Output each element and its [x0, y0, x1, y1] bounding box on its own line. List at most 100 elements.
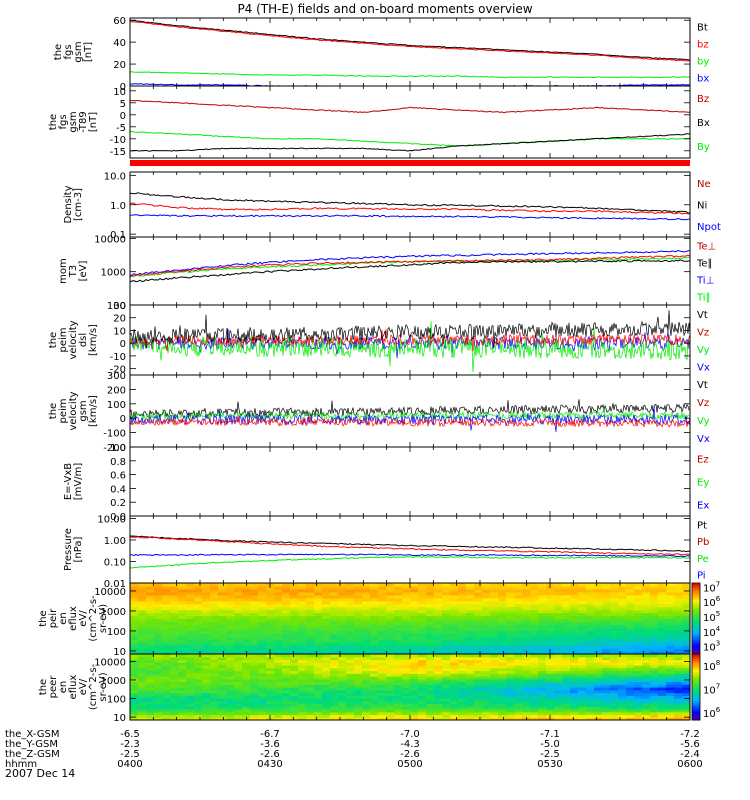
- heat-cell: [202, 695, 211, 699]
- heat-cell: [290, 624, 299, 628]
- heat-cell: [482, 681, 491, 685]
- heat-cell: [578, 642, 587, 646]
- y-axis-label-line: eflux: [68, 675, 79, 700]
- heat-cell: [234, 659, 243, 663]
- heat-cell: [538, 639, 547, 643]
- heat-cell: [282, 603, 291, 608]
- heat-cell: [242, 600, 251, 605]
- heat-cell: [578, 633, 587, 637]
- heat-cell: [434, 706, 443, 710]
- heat-cell: [330, 665, 339, 669]
- heat-cell: [506, 615, 515, 620]
- heat-cell: [458, 698, 467, 702]
- heat-cell: [482, 709, 491, 713]
- heat-cell: [522, 621, 531, 626]
- heat-cell: [130, 603, 139, 608]
- heat-cell: [442, 624, 451, 628]
- heat-cell: [298, 621, 307, 626]
- heat-cell: [274, 609, 283, 614]
- heat-cell: [554, 597, 563, 602]
- heat-cell: [162, 706, 171, 710]
- heat-cell: [482, 645, 491, 649]
- heat-cell: [186, 700, 195, 705]
- heat-cell: [530, 676, 539, 680]
- heat-cell: [258, 633, 267, 637]
- heat-cell: [202, 673, 211, 677]
- heat-cell: [578, 667, 587, 672]
- heat-cell: [322, 603, 331, 608]
- heat-cell: [298, 689, 307, 694]
- heat-cell: [474, 633, 483, 637]
- heat-cell: [394, 703, 403, 707]
- heat-cell: [362, 645, 371, 649]
- heat-cell: [394, 633, 403, 637]
- heat-cell: [306, 676, 315, 680]
- heat-cell: [322, 681, 331, 685]
- heat-cell: [338, 585, 347, 590]
- heat-cell: [482, 585, 491, 590]
- heat-cell: [154, 714, 163, 718]
- time-axis-value: 0530: [537, 759, 562, 770]
- heat-cell: [442, 706, 451, 710]
- heat-cell: [658, 670, 667, 674]
- heat-cell: [602, 670, 611, 674]
- heat-cell: [362, 714, 371, 718]
- heat-cell: [610, 624, 619, 628]
- heat-cell: [402, 684, 411, 688]
- heat-cell: [514, 654, 523, 658]
- heat-cell: [634, 670, 643, 674]
- heat-cell: [274, 692, 283, 696]
- heat-cell: [282, 630, 291, 634]
- heat-cell: [522, 612, 531, 617]
- heat-cell: [370, 656, 379, 661]
- heat-cell: [450, 624, 459, 628]
- heat-cell: [410, 689, 419, 694]
- heat-cell: [626, 670, 635, 674]
- heat-cell: [394, 662, 403, 666]
- heat-cell: [522, 588, 531, 593]
- heat-cell: [194, 636, 203, 640]
- heat-cell: [666, 648, 675, 652]
- heat-cell: [378, 711, 387, 716]
- heat-cell: [538, 583, 547, 587]
- colorbar-cell: [692, 616, 700, 619]
- heat-cell: [250, 627, 259, 631]
- heat-cell: [226, 670, 235, 674]
- heat-cell: [418, 681, 427, 685]
- heat-cell: [266, 678, 275, 683]
- heat-cell: [234, 594, 243, 599]
- heat-cell: [530, 709, 539, 713]
- colorbar-cell: [692, 693, 700, 697]
- heat-cell: [650, 681, 659, 685]
- heat-cell: [474, 709, 483, 713]
- heat-cell: [554, 636, 563, 640]
- heat-cell: [178, 591, 187, 596]
- colorbar-cell: [692, 717, 700, 721]
- heat-cell: [258, 681, 267, 685]
- heat-cell: [626, 606, 635, 611]
- heat-cell: [146, 700, 155, 705]
- heat-cell: [586, 630, 595, 634]
- heat-cell: [258, 597, 267, 602]
- heat-cell: [146, 651, 155, 654]
- y-axis-label-line: velocity: [68, 391, 79, 430]
- heat-cell: [514, 676, 523, 680]
- heat-cell: [418, 678, 427, 683]
- heat-cell: [418, 645, 427, 649]
- heat-cell: [314, 695, 323, 699]
- heat-cell: [466, 667, 475, 672]
- heat-cell: [482, 651, 491, 654]
- heat-cell: [298, 665, 307, 669]
- y-axis-label-line: dsl: [78, 333, 89, 347]
- heat-cell: [642, 627, 651, 631]
- heat-cell: [242, 681, 251, 685]
- colorbar-cell: [692, 691, 700, 695]
- heat-cell: [330, 630, 339, 634]
- legend-entry: Ex: [697, 501, 709, 512]
- heat-cell: [658, 594, 667, 599]
- heat-cell: [522, 695, 531, 699]
- heat-cell: [522, 687, 531, 691]
- heat-cell: [362, 711, 371, 716]
- heat-cell: [354, 709, 363, 713]
